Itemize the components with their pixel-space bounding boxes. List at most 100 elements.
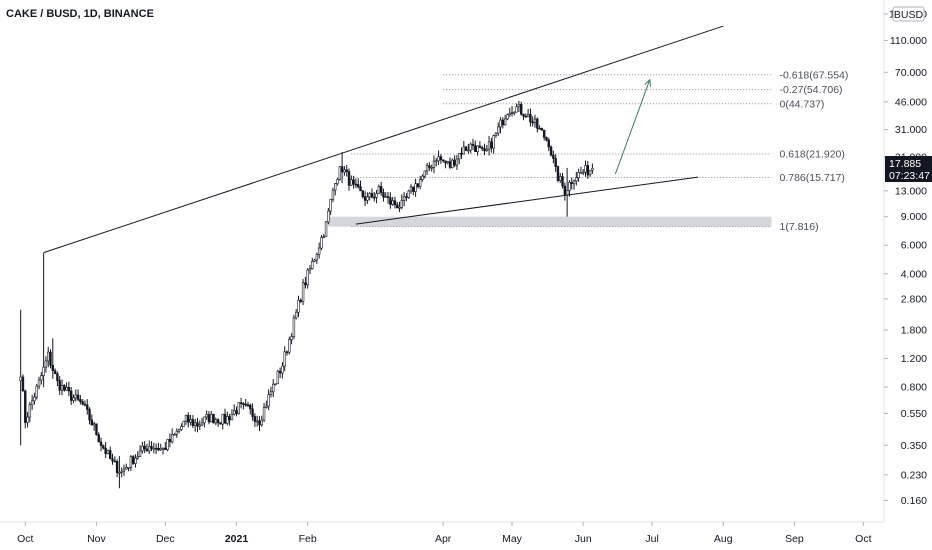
candle-body xyxy=(418,179,422,187)
candle-body xyxy=(458,152,461,160)
candle-body xyxy=(104,447,107,455)
candle-body xyxy=(311,261,314,269)
candle-body xyxy=(393,200,397,206)
price-axis[interactable]: 160.000110.00070.00046.00031.00021.00013… xyxy=(884,9,927,507)
candle-body xyxy=(262,407,266,421)
candle-body xyxy=(547,139,550,148)
candle-body xyxy=(35,385,38,398)
candle-body xyxy=(216,419,220,424)
candle-body xyxy=(317,247,321,255)
candle-body xyxy=(451,159,454,168)
candle-body xyxy=(109,450,112,460)
candle-body xyxy=(191,419,195,426)
candle-body xyxy=(168,439,172,443)
candle-body xyxy=(288,339,291,353)
candle-body xyxy=(478,145,482,148)
candle-body xyxy=(210,413,213,423)
candle-body xyxy=(338,166,342,180)
candle-body xyxy=(405,196,408,199)
y-tick-label: 0.800 xyxy=(901,382,927,394)
candle-body xyxy=(148,446,151,452)
candle-body xyxy=(582,171,585,174)
y-tick-label: 4.000 xyxy=(901,268,927,280)
candle-body xyxy=(184,414,188,422)
candle-body xyxy=(345,169,348,172)
x-tick-label: May xyxy=(502,533,523,545)
candle-body xyxy=(255,420,259,423)
fib-level-label: -0.27(54.706) xyxy=(779,84,842,96)
candle-body xyxy=(428,165,431,168)
x-tick-label: Oct xyxy=(17,533,33,545)
candle-body xyxy=(79,399,82,402)
candle-body xyxy=(483,148,486,152)
candle-body xyxy=(577,172,580,178)
candle-body xyxy=(563,185,567,196)
candle-body xyxy=(561,176,564,187)
candle-body xyxy=(499,119,502,128)
candle-body xyxy=(306,269,309,286)
candle-body xyxy=(327,210,330,223)
candle-body xyxy=(244,403,247,406)
time-axis[interactable]: Oct Nov Dec 2021 Feb Apr May Jun Jul Aug Sep Oct xyxy=(17,522,872,545)
candle-body xyxy=(513,111,516,114)
candle-body xyxy=(214,419,218,424)
candle-body xyxy=(370,193,374,198)
y-tick-label: 9.000 xyxy=(901,211,927,223)
candle-body xyxy=(382,192,385,198)
candle-body xyxy=(237,402,240,414)
candle-body xyxy=(28,404,32,418)
candle-body xyxy=(430,167,433,169)
candle-body xyxy=(412,186,415,192)
candle-body xyxy=(63,385,66,391)
candle-body xyxy=(297,299,300,313)
candle-body xyxy=(444,160,447,164)
candle-body xyxy=(556,166,560,181)
chart-title: CAKE / BUSD, 1D, BINANCE xyxy=(6,8,154,20)
x-tick-label: Apr xyxy=(435,533,452,545)
candle-body xyxy=(272,383,275,393)
lower-trendline xyxy=(355,176,699,225)
candle-body xyxy=(549,146,553,156)
last-price: 17.885 xyxy=(889,158,921,170)
y-tick-label: 13.000 xyxy=(895,185,927,197)
candle-body xyxy=(249,404,252,410)
candle-body xyxy=(331,189,335,200)
candle-body xyxy=(187,414,190,423)
candle-body xyxy=(402,196,406,201)
candle-body xyxy=(26,416,29,423)
candle-body xyxy=(200,422,204,426)
candle-body xyxy=(324,221,328,237)
candle-body xyxy=(76,394,80,400)
candle-body xyxy=(416,183,420,187)
x-tick-label: Dec xyxy=(156,533,175,545)
candle-body xyxy=(579,172,583,174)
candle-body xyxy=(347,171,351,186)
candle-body xyxy=(448,161,452,168)
candle-body xyxy=(120,470,123,473)
candle-body xyxy=(228,416,231,421)
candle-body xyxy=(462,146,466,155)
candle-body xyxy=(205,414,208,418)
candle-body xyxy=(143,445,146,450)
candle-body xyxy=(125,467,128,470)
candle-body xyxy=(531,121,534,124)
candle-body xyxy=(72,397,75,401)
candle-body xyxy=(173,434,176,436)
candle-body xyxy=(292,317,296,337)
fib-level-label: 1(7.816) xyxy=(779,221,818,233)
candle-body xyxy=(524,115,528,118)
drawings xyxy=(43,25,724,254)
candle-body xyxy=(373,196,376,199)
candle-body xyxy=(361,190,364,197)
candle-body xyxy=(375,193,378,198)
candle-body xyxy=(83,403,87,406)
candles xyxy=(19,100,594,489)
candle-body xyxy=(510,112,514,114)
candle-body xyxy=(157,447,160,451)
candle-body xyxy=(329,198,332,212)
candle-body xyxy=(226,416,229,424)
candle-body xyxy=(476,145,479,152)
candle-body xyxy=(575,177,578,182)
fib-level-label: 0(44.737) xyxy=(779,98,824,110)
